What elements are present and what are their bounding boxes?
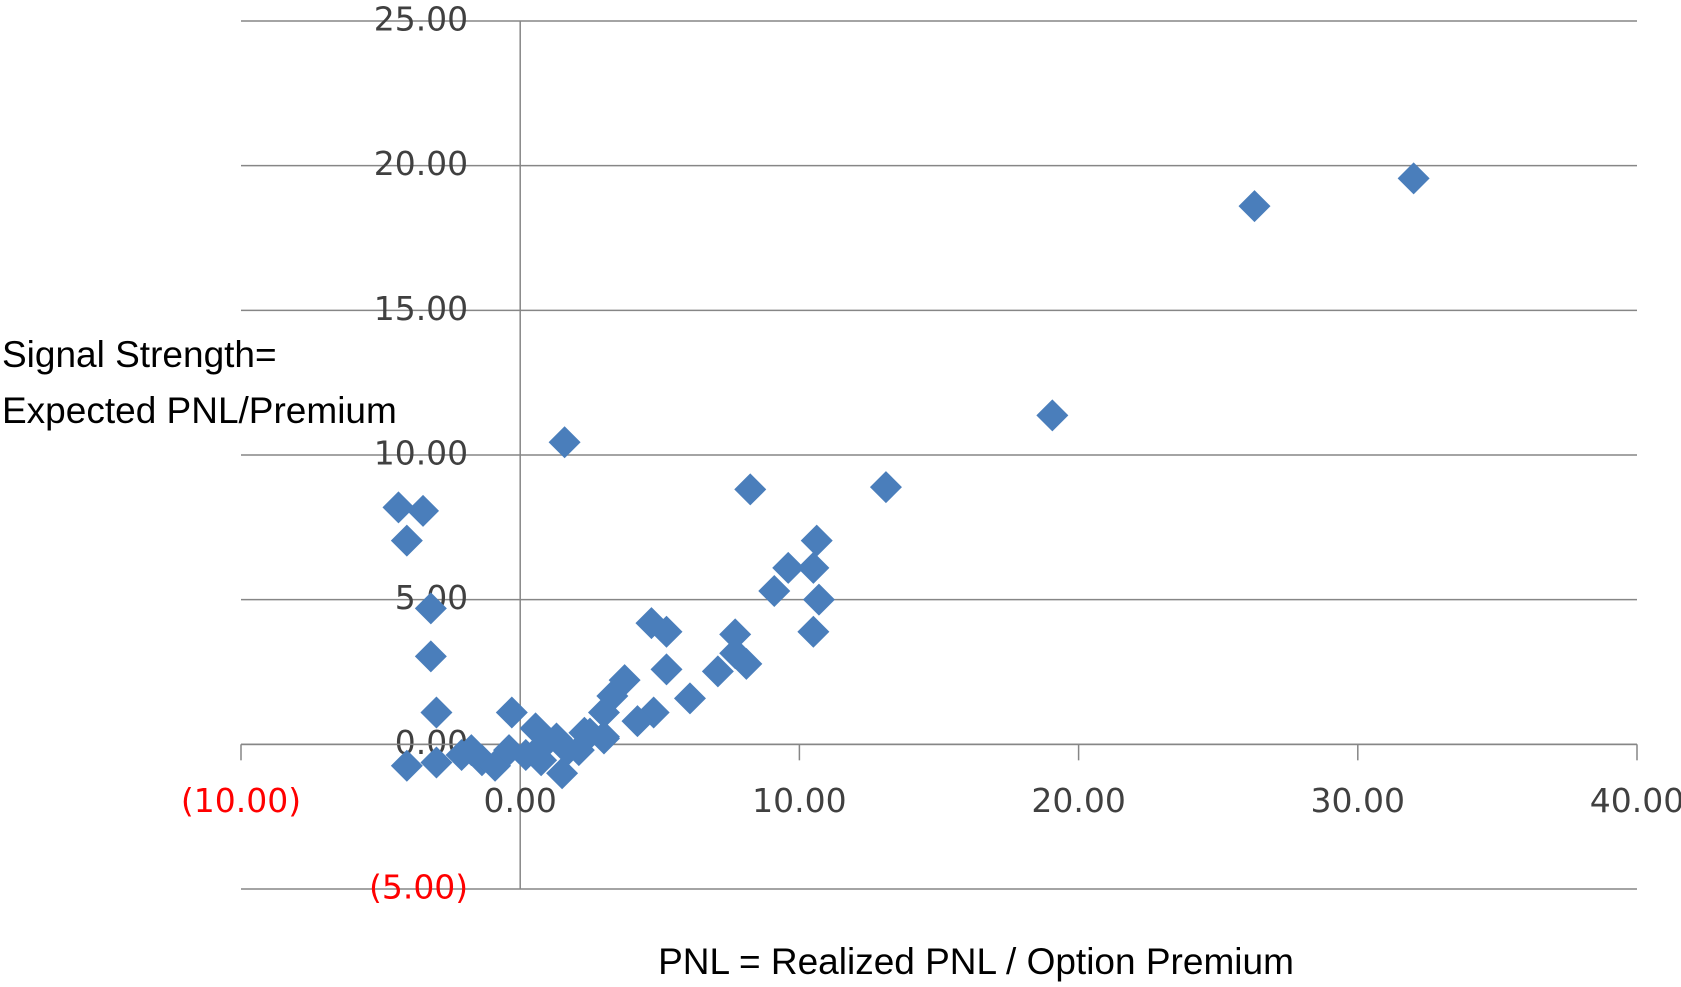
x-axis-title: PNL = Realized PNL / Option Premium — [658, 941, 1294, 982]
y-tick-label: 10.00 — [374, 434, 468, 473]
point — [414, 592, 447, 625]
point — [650, 615, 683, 648]
point — [587, 696, 620, 729]
point — [1238, 190, 1271, 223]
y-axis-title: Signal Strength= — [2, 334, 277, 375]
point — [548, 426, 581, 459]
point — [574, 717, 606, 750]
point — [719, 618, 752, 651]
x-tick-label: 40.00 — [1590, 781, 1681, 820]
point — [546, 757, 579, 790]
point — [407, 494, 440, 527]
point — [525, 744, 558, 777]
y-tick-label: (5.00) — [369, 868, 468, 907]
x-tick-label: 10.00 — [752, 781, 846, 820]
y-tick-label: 25.00 — [374, 0, 468, 39]
point — [797, 615, 830, 648]
point — [493, 734, 526, 767]
point — [390, 524, 423, 557]
point — [621, 705, 654, 738]
point — [758, 574, 791, 607]
point — [420, 746, 453, 779]
point — [420, 696, 453, 729]
x-tick-label: (10.00) — [181, 781, 301, 820]
point — [797, 551, 830, 584]
x-tick-label: 20.00 — [1031, 781, 1125, 820]
point — [734, 473, 767, 506]
point — [650, 653, 683, 686]
y-axis-title: Expected PNL/Premium — [2, 390, 397, 431]
point — [382, 491, 415, 524]
y-tick-label: 20.00 — [374, 144, 468, 183]
point — [495, 696, 528, 729]
point — [1397, 162, 1430, 195]
x-tick-label: 30.00 — [1311, 781, 1405, 820]
point — [730, 647, 763, 680]
point — [802, 583, 835, 616]
point — [772, 551, 805, 584]
point — [701, 655, 734, 688]
point — [1036, 399, 1069, 432]
point — [673, 682, 706, 715]
point — [390, 749, 423, 782]
x-tick-label: 0.00 — [483, 781, 556, 820]
point — [869, 471, 902, 504]
point — [414, 640, 447, 673]
point — [800, 524, 833, 557]
y-tick-label: 15.00 — [374, 289, 468, 328]
point — [455, 734, 488, 767]
